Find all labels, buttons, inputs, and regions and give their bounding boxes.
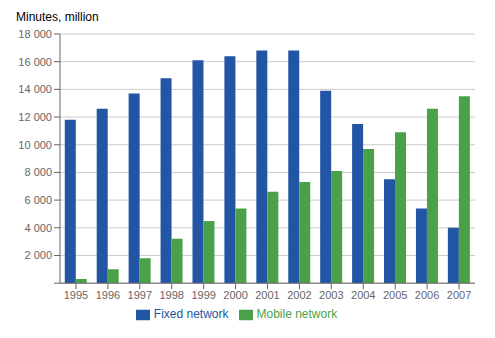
- svg-text:2001: 2001: [255, 289, 279, 301]
- svg-text:8 000: 8 000: [24, 166, 52, 178]
- svg-text:18 000: 18 000: [18, 28, 52, 40]
- html-text:Fixed network: Fixed network: [153, 307, 229, 322]
- svg-text:12 000: 12 000: [18, 111, 52, 123]
- svg-text:2007: 2007: [447, 289, 471, 301]
- svg-text:1999: 1999: [191, 289, 215, 301]
- svg-text:1997: 1997: [128, 289, 152, 301]
- svg-text:2005: 2005: [383, 289, 407, 301]
- svg-text:1998: 1998: [159, 289, 183, 301]
- svg-text:2000: 2000: [223, 289, 247, 301]
- svg-text:6 000: 6 000: [24, 194, 52, 206]
- svg-text:14 000: 14 000: [18, 83, 52, 95]
- html-text:Minutes, million: Minutes, million: [16, 10, 99, 24]
- html-text:Mobile network: Mobile network: [256, 307, 338, 322]
- svg-text:2003: 2003: [319, 289, 343, 301]
- svg-text:2 000: 2 000: [24, 249, 52, 261]
- svg-text:10 000: 10 000: [18, 139, 52, 151]
- svg-text:16 000: 16 000: [18, 56, 52, 68]
- svg-text:2006: 2006: [415, 289, 439, 301]
- svg-text:1996: 1996: [96, 289, 120, 301]
- svg-text:4 000: 4 000: [24, 222, 52, 234]
- svg-text:2004: 2004: [351, 289, 375, 301]
- svg-text:2002: 2002: [287, 289, 311, 301]
- svg-text:1995: 1995: [64, 289, 88, 301]
